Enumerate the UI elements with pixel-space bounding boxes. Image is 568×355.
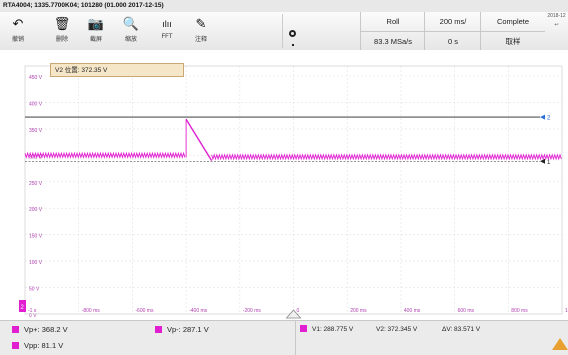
- position-value[interactable]: 0 s: [424, 31, 481, 51]
- zoom-icon: 🔍: [122, 16, 140, 31]
- pen-icon: ✎: [195, 16, 207, 31]
- date-text: 2018-12: [547, 13, 566, 19]
- vpp-swatch: [12, 342, 19, 349]
- cursor-v2-marker: 2: [547, 116, 551, 122]
- y-tick-label: 150 V: [29, 234, 43, 240]
- status-value: Complete: [480, 12, 545, 31]
- delete-button[interactable]: 🗑 删除: [48, 14, 76, 48]
- y-tick-label: 400 V: [29, 101, 43, 107]
- acquisition-status: Roll 83.3 MSa/s 200 ms/ 0 s Complete 取样: [300, 12, 568, 51]
- undo-label: 撤销: [11, 37, 24, 43]
- waveform-trace: [24, 151, 186, 159]
- y-tick-label: 300 V: [29, 154, 43, 160]
- y-tick-label: 250 V: [29, 181, 43, 187]
- sample-rate-value: 83.3 MSa/s: [360, 31, 425, 51]
- x-tick-label: 0: [297, 308, 300, 314]
- zoom-button[interactable]: 🔍 缩放: [117, 14, 145, 48]
- camera-icon: 📷: [87, 16, 105, 31]
- undo-button[interactable]: ↶ 撤销: [4, 14, 32, 48]
- knob-dot-icon: [292, 44, 294, 46]
- x-tick-label: -1 s: [28, 308, 37, 314]
- vp-plus-value: Vp+: 368.2 V: [24, 325, 68, 334]
- mode-value[interactable]: Roll: [360, 12, 425, 31]
- delete-label: 删除: [55, 37, 68, 43]
- annotate-label: 注释: [194, 37, 207, 43]
- dv-value: ΔV: 83.571 V: [442, 326, 481, 333]
- vpp-value: Vpp: 81.1 V: [24, 341, 64, 350]
- x-tick-label: -200 ms: [243, 308, 262, 314]
- x-tick-label: -600 ms: [135, 308, 154, 314]
- ground-marker-label: 2: [21, 305, 25, 311]
- vp-minus-swatch: [155, 326, 162, 333]
- y-tick-label: 350 V: [29, 128, 43, 134]
- status-sub-value: 取样: [480, 31, 545, 51]
- screenshot-label: 截屏: [89, 37, 102, 43]
- corner-menu-icon[interactable]: [552, 338, 568, 350]
- x-tick-label: 1 s: [565, 308, 568, 314]
- fft-button[interactable]: ılıı FFT: [153, 14, 181, 48]
- cursor-v2-arrow: [540, 114, 545, 120]
- annotate-button[interactable]: ✎ 注释: [187, 14, 215, 48]
- fft-icon: ılıı: [162, 19, 172, 29]
- vp-minus-value: Vp-: 287.1 V: [167, 325, 209, 334]
- measurement-bar: Vp+: 368.2 V Vp-: 287.1 V Vpp: 81.1 V V1…: [0, 320, 568, 355]
- vpp-measure[interactable]: Vpp: 81.1 V: [12, 341, 63, 351]
- y-tick-label: 200 V: [29, 207, 43, 213]
- x-tick-label: 200 ms: [350, 308, 367, 314]
- waveform-area[interactable]: 450 V 400 V 350 V 300 V 250 V 200 V 150 V 100 V…: [0, 50, 568, 320]
- back-arrow-icon[interactable]: ↩: [554, 22, 559, 28]
- cursor-v1-arrow: [540, 158, 545, 164]
- x-tick-label: -800 ms: [82, 308, 101, 314]
- vp-plus-measure[interactable]: Vp+: 368.2 V: [12, 325, 68, 335]
- vp-plus-swatch: [12, 326, 19, 333]
- cursor-v1-marker: 1: [547, 160, 551, 166]
- v1-value: V1: 288.775 V: [312, 326, 354, 333]
- waveform-trace: [185, 118, 213, 161]
- timebase-value[interactable]: 200 ms/: [424, 12, 481, 31]
- zoom-label: 缩放: [124, 37, 137, 43]
- v1-measure[interactable]: V1: 288.775 V: [300, 325, 353, 335]
- y-tick-label: 450 V: [29, 75, 43, 81]
- measurement-divider: [295, 321, 296, 355]
- trigger-position-icon: [285, 309, 302, 319]
- vp-minus-measure[interactable]: Vp-: 287.1 V: [155, 325, 209, 335]
- x-tick-label: 800 ms: [511, 308, 528, 314]
- v2-position-readout: V2 位置: 372.35 V: [50, 63, 184, 77]
- screenshot-button[interactable]: 📷 截屏: [82, 14, 110, 48]
- window-title: RTA4004; 1335.7700K04; 101280 (01.000 20…: [0, 0, 568, 12]
- fft-label: FFT: [161, 34, 173, 40]
- x-tick-label: 600 ms: [458, 308, 475, 314]
- ground-marker: [19, 300, 26, 312]
- v2-value: V2: 372.345 V: [376, 326, 418, 333]
- y-tick-label: 100 V: [29, 260, 43, 266]
- y-tick-label: 0 V: [29, 313, 37, 319]
- toolbar-divider: [282, 14, 283, 48]
- trash-icon: 🗑: [53, 16, 71, 31]
- undo-icon: ↶: [12, 16, 24, 31]
- v1-swatch: [300, 325, 307, 332]
- x-tick-label: -400 ms: [189, 308, 208, 314]
- date-indicator: 2018-12 ↩: [545, 12, 568, 50]
- x-tick-label: 400 ms: [404, 308, 421, 314]
- trigger-knob-icon[interactable]: [289, 30, 296, 37]
- y-tick-label: 50 V: [29, 287, 40, 293]
- waveform-trace: [211, 153, 562, 161]
